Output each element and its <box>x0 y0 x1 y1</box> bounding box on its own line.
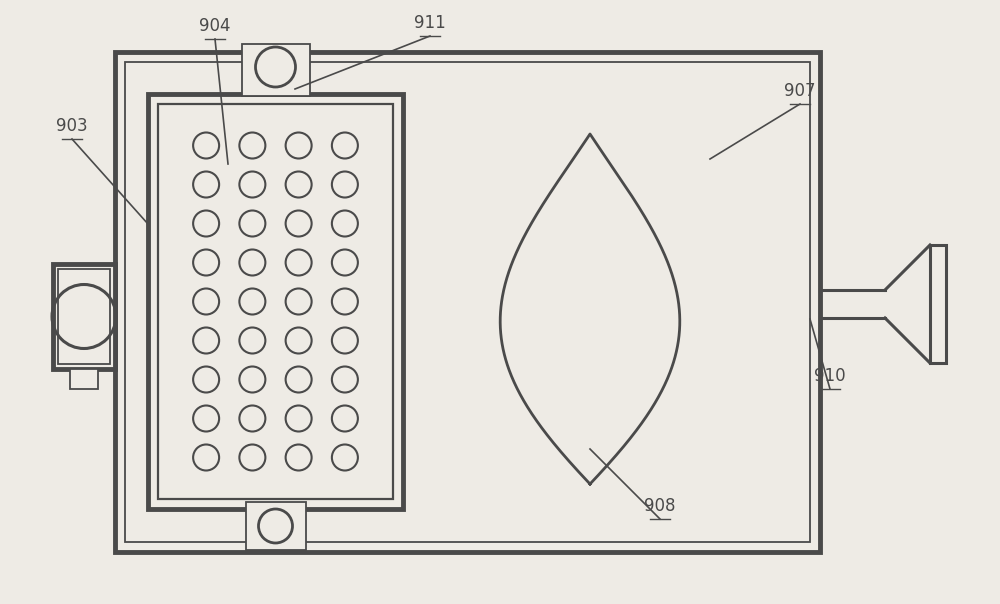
Bar <box>125 62 810 542</box>
Bar <box>246 502 306 550</box>
Bar <box>53 264 115 369</box>
Bar <box>242 44 310 96</box>
Text: 903: 903 <box>56 117 88 135</box>
Text: 911: 911 <box>414 14 446 32</box>
Bar <box>70 369 98 389</box>
Bar <box>148 94 403 509</box>
Text: 907: 907 <box>784 82 816 100</box>
Bar <box>58 269 110 364</box>
Bar <box>166 112 385 491</box>
Bar <box>930 245 946 363</box>
Bar <box>158 104 393 499</box>
Text: 904: 904 <box>199 17 231 35</box>
Text: 910: 910 <box>814 367 846 385</box>
Bar <box>115 52 820 552</box>
Text: 908: 908 <box>644 497 676 515</box>
